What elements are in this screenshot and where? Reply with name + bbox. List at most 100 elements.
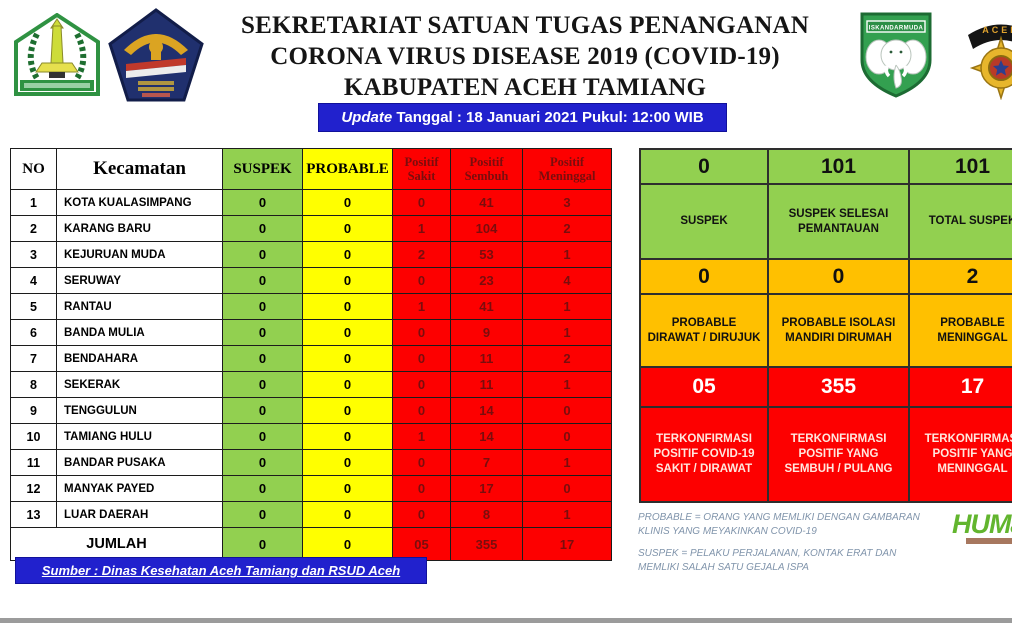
total-sembuh: 355 (450, 527, 523, 561)
summary-panel: 0 101 101 SUSPEK SUSPEK SELESAI PEMANTAUAN TO… (639, 148, 1012, 503)
cell-positif-sakit: 0 (392, 475, 451, 502)
cell-suspek: 0 (222, 501, 303, 528)
cell-positif-sakit: 0 (392, 267, 451, 294)
cell-positif-meninggal: 1 (522, 241, 612, 268)
summary-card-probable-value: 0 (769, 260, 908, 293)
row-no: 10 (10, 423, 57, 450)
summary-card-probable-label: PROBABLE ISOLASI MANDIRI DIRUMAH (769, 295, 908, 366)
cell-positif-sembuh: 9 (450, 319, 523, 346)
polri-aceh-logo-icon: ACEH (968, 24, 1012, 100)
cell-probable: 0 (302, 215, 393, 242)
page-title: SEKRETARIAT SATUAN TUGAS PENANGANAN CORO… (222, 10, 828, 103)
row-kecamatan: KOTA KUALASIMPANG (56, 189, 223, 216)
cell-positif-meninggal: 1 (522, 371, 612, 398)
cell-probable: 0 (302, 475, 393, 502)
title-line-3: KABUPATEN ACEH TAMIANG (343, 74, 707, 101)
summary-card-probable-value: 2 (910, 260, 1012, 293)
row-no: 13 (10, 501, 57, 528)
cell-positif-meninggal: 3 (522, 189, 612, 216)
cell-probable: 0 (302, 293, 393, 320)
cell-positif-meninggal: 0 (522, 397, 612, 424)
col-header-no: NO (10, 148, 57, 190)
row-kecamatan: KEJURUAN MUDA (56, 241, 223, 268)
cell-positif-sembuh: 14 (450, 423, 523, 450)
summary-card-terkonfirmasi-value: 17 (910, 368, 1012, 406)
col-header-positif-meninggal: Positif Meninggal (522, 148, 612, 190)
cell-suspek: 0 (222, 371, 303, 398)
row-no: 1 (10, 189, 57, 216)
cell-positif-sakit: 0 (392, 371, 451, 398)
photo-edge-strip (0, 618, 1012, 623)
row-no: 4 (10, 267, 57, 294)
cell-positif-sembuh: 41 (450, 293, 523, 320)
cell-suspek: 0 (222, 241, 303, 268)
table-header: NO Kecamatan SUSPEK PROBABLE Positif Sak… (10, 148, 612, 190)
cell-positif-sembuh: 41 (450, 189, 523, 216)
cell-positif-sembuh: 8 (450, 501, 523, 528)
col-header-positif-sakit: Positif Sakit (392, 148, 451, 190)
total-label: JUMLAH (10, 527, 223, 561)
row-kecamatan: BANDA MULIA (56, 319, 223, 346)
district-table-body: 1 KOTA KUALASIMPANG 0 0 0 41 3 2 KARANG BARU 0 0 1 1… (10, 189, 612, 528)
cell-probable: 0 (302, 371, 393, 398)
col-header-probable: PROBABLE (302, 148, 393, 190)
cell-suspek: 0 (222, 397, 303, 424)
cell-positif-meninggal: 1 (522, 319, 612, 346)
cell-positif-meninggal: 1 (522, 501, 612, 528)
total-meninggal: 17 (522, 527, 612, 561)
summary-card-terkonfirmasi-value: 355 (769, 368, 908, 406)
row-no: 7 (10, 345, 57, 372)
total-probable: 0 (302, 527, 393, 561)
definition-notes: PROBABLE = ORANG YANG MEMLIKI DENGAN GAM… (638, 511, 940, 583)
cell-positif-sembuh: 14 (450, 397, 523, 424)
summary-card-suspek-value: 0 (641, 150, 767, 183)
table-row: 7 BENDAHARA 0 0 0 11 2 (10, 345, 612, 372)
row-no: 2 (10, 215, 57, 242)
col-header-kecamatan: Kecamatan (56, 148, 223, 190)
title-line-1: SEKRETARIAT SATUAN TUGAS PENANGANAN (241, 12, 809, 39)
row-kecamatan: BANDAR PUSAKA (56, 449, 223, 476)
cell-probable: 0 (302, 319, 393, 346)
summary-card-terkonfirmasi-label: TERKONFIRMASI POSITIF YANG MENINGGAL (910, 408, 1012, 501)
row-kecamatan: TENGGULUN (56, 397, 223, 424)
row-no: 6 (10, 319, 57, 346)
cell-positif-sakit: 0 (392, 345, 451, 372)
source-banner: Sumber : Dinas Kesehatan Aceh Tamiang da… (16, 558, 426, 603)
summary-card-suspek-label: TOTAL SUSPEK (910, 185, 1012, 258)
cell-probable: 0 (302, 501, 393, 528)
row-kecamatan: SEKERAK (56, 371, 223, 398)
cell-positif-sembuh: 11 (450, 345, 523, 372)
row-kecamatan: BENDAHARA (56, 345, 223, 372)
cell-positif-meninggal: 1 (522, 449, 612, 476)
row-kecamatan: KARANG BARU (56, 215, 223, 242)
row-no: 3 (10, 241, 57, 268)
table-row: 3 KEJURUAN MUDA 0 0 2 53 1 (10, 241, 612, 268)
cell-suspek: 0 (222, 215, 303, 242)
cell-positif-sembuh: 17 (450, 475, 523, 502)
cell-suspek: 0 (222, 345, 303, 372)
cell-positif-sakit: 2 (392, 241, 451, 268)
table-total-row: JUMLAH 0 0 05 355 17 (10, 527, 612, 561)
update-date-text: Tanggal : 18 Januari 2021 Pukul: 12:00 W… (392, 109, 704, 126)
cell-probable: 0 (302, 267, 393, 294)
summary-card-suspek-label: SUSPEK (641, 185, 767, 258)
cell-positif-sakit: 0 (392, 189, 451, 216)
cell-suspek: 0 (222, 319, 303, 346)
update-date-banner: Update Tanggal : 18 Januari 2021 Pukul: … (319, 104, 726, 131)
row-no: 8 (10, 371, 57, 398)
cell-positif-sakit: 1 (392, 215, 451, 242)
row-kecamatan: RANTAU (56, 293, 223, 320)
row-kecamatan: MANYAK PAYED (56, 475, 223, 502)
summary-card-probable-label: PROBABLE DIRAWAT / DIRUJUK (641, 295, 767, 366)
cell-positif-sembuh: 11 (450, 371, 523, 398)
cell-probable: 0 (302, 241, 393, 268)
update-word: Update (341, 109, 393, 126)
table-row: 4 SERUWAY 0 0 0 23 4 (10, 267, 612, 294)
cell-probable: 0 (302, 345, 393, 372)
cell-suspek: 0 (222, 475, 303, 502)
cell-positif-sakit: 1 (392, 423, 451, 450)
cell-probable: 0 (302, 189, 393, 216)
cell-probable: 0 (302, 397, 393, 424)
cell-probable: 0 (302, 449, 393, 476)
